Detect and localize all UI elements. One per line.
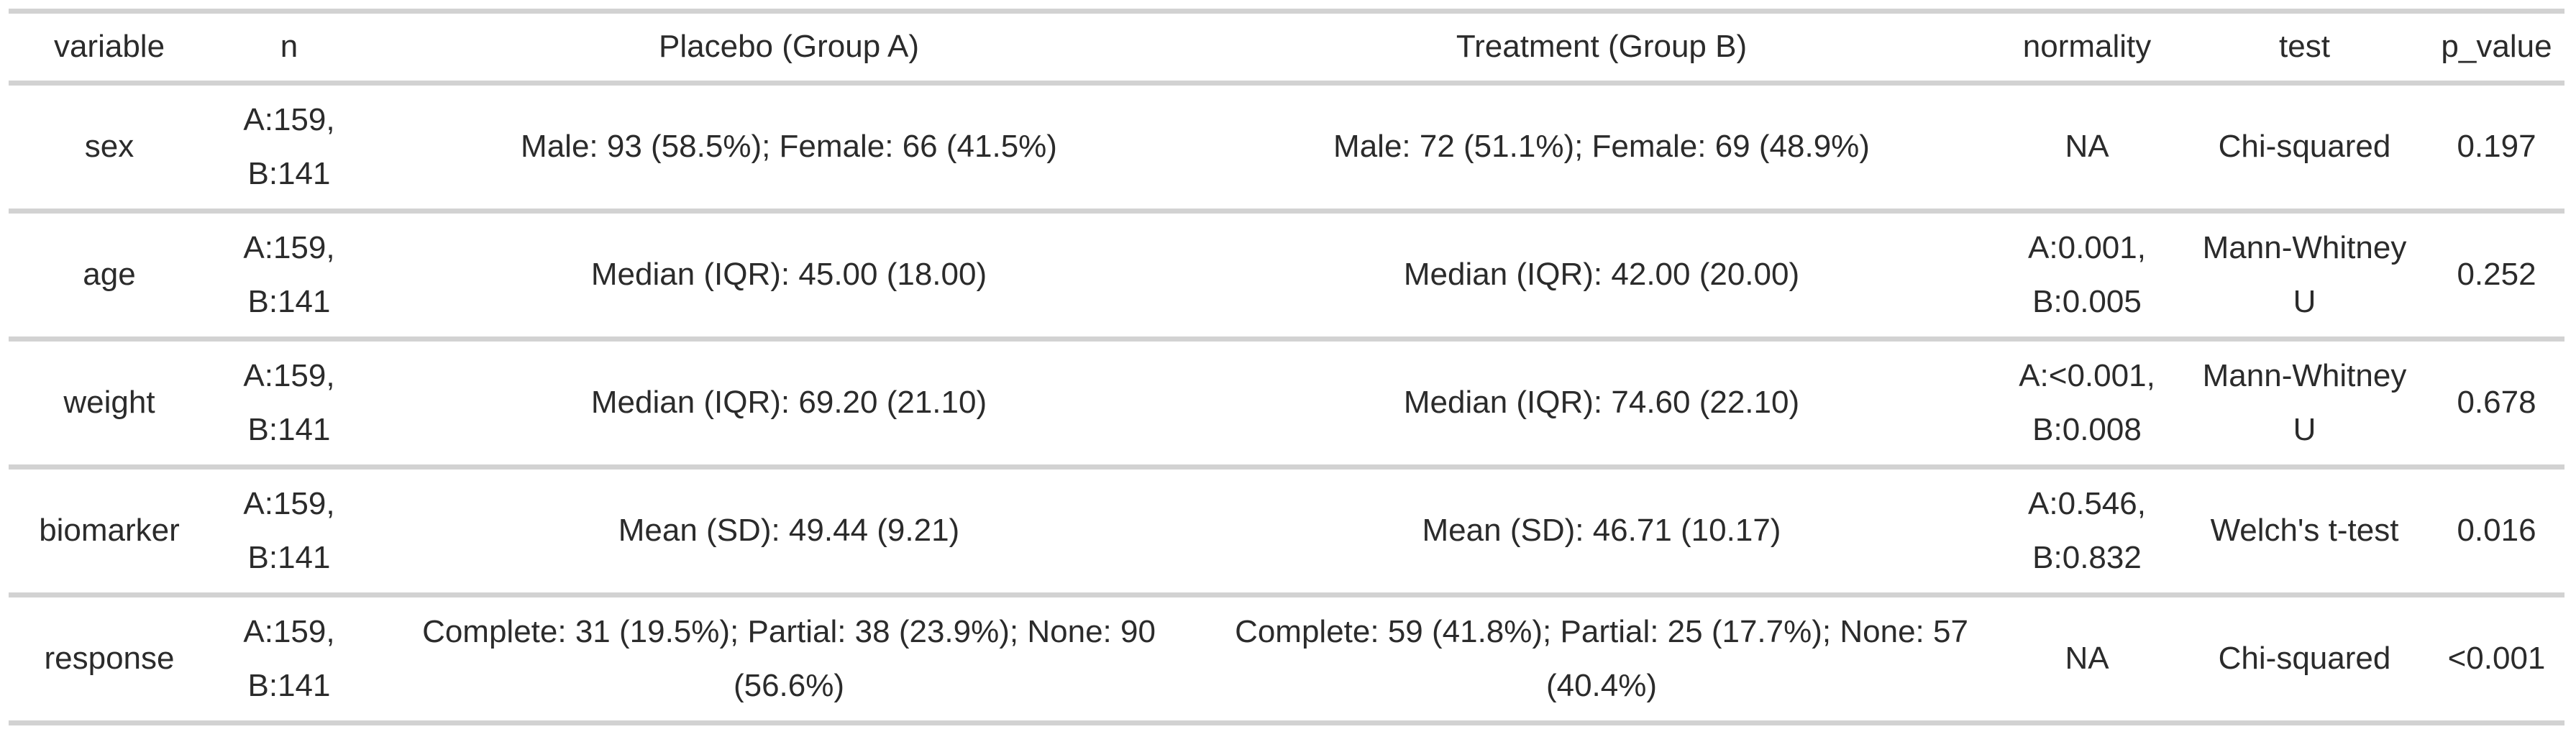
header-row: variable n Placebo (Group A) Treatment (… [9, 11, 2564, 86]
cell-normality: A:0.001, B:0.005 [1993, 211, 2180, 342]
cell-normality: NA [1993, 595, 2180, 725]
col-header-n: n [210, 11, 368, 86]
table-row-response: response A:159, B:141 Complete: 31 (19.5… [9, 595, 2564, 725]
cell-n: A:159, B:141 [210, 339, 368, 470]
cell-p-value: <0.001 [2429, 595, 2564, 725]
table-row-weight: weight A:159, B:141 Median (IQR): 69.20 … [9, 339, 2564, 470]
cell-treatment: Median (IQR): 42.00 (20.00) [1210, 211, 1993, 342]
cell-variable: response [9, 595, 210, 725]
cell-placebo: Complete: 31 (19.5%); Partial: 38 (23.9%… [368, 595, 1210, 725]
cell-treatment: Mean (SD): 46.71 (10.17) [1210, 467, 1993, 597]
cell-normality: NA [1993, 83, 2180, 214]
table-row-age: age A:159, B:141 Median (IQR): 45.00 (18… [9, 211, 2564, 342]
cell-test: Mann-Whitney U [2180, 211, 2429, 342]
cell-placebo: Median (IQR): 69.20 (21.10) [368, 339, 1210, 470]
col-header-treatment: Treatment (Group B) [1210, 11, 1993, 86]
col-header-p-value: p_value [2429, 11, 2564, 86]
cell-p-value: 0.016 [2429, 467, 2564, 597]
cell-n: A:159, B:141 [210, 467, 368, 597]
cell-variable: sex [9, 83, 210, 214]
cell-treatment: Male: 72 (51.1%); Female: 69 (48.9%) [1210, 83, 1993, 214]
cell-treatment: Median (IQR): 74.60 (22.10) [1210, 339, 1993, 470]
cell-variable: weight [9, 339, 210, 470]
table-row-biomarker: biomarker A:159, B:141 Mean (SD): 49.44 … [9, 467, 2564, 597]
cell-test: Chi-squared [2180, 595, 2429, 725]
cell-p-value: 0.252 [2429, 211, 2564, 342]
cell-n: A:159, B:141 [210, 595, 368, 725]
cell-placebo: Median (IQR): 45.00 (18.00) [368, 211, 1210, 342]
cell-p-value: 0.197 [2429, 83, 2564, 214]
col-header-test: test [2180, 11, 2429, 86]
group-comparison-summary-table: variable n Placebo (Group A) Treatment (… [9, 9, 2564, 725]
cell-test: Welch's t-test [2180, 467, 2429, 597]
cell-normality: A:<0.001, B:0.008 [1993, 339, 2180, 470]
cell-variable: age [9, 211, 210, 342]
cell-treatment: Complete: 59 (41.8%); Partial: 25 (17.7%… [1210, 595, 1993, 725]
cell-test: Chi-squared [2180, 83, 2429, 214]
col-header-normality: normality [1993, 11, 2180, 86]
cell-placebo: Mean (SD): 49.44 (9.21) [368, 467, 1210, 597]
cell-placebo: Male: 93 (58.5%); Female: 66 (41.5%) [368, 83, 1210, 214]
col-header-variable: variable [9, 11, 210, 86]
table-row-sex: sex A:159, B:141 Male: 93 (58.5%); Femal… [9, 83, 2564, 214]
cell-p-value: 0.678 [2429, 339, 2564, 470]
col-header-placebo: Placebo (Group A) [368, 11, 1210, 86]
cell-n: A:159, B:141 [210, 211, 368, 342]
cell-test: Mann-Whitney U [2180, 339, 2429, 470]
cell-variable: biomarker [9, 467, 210, 597]
cell-normality: A:0.546, B:0.832 [1993, 467, 2180, 597]
cell-n: A:159, B:141 [210, 83, 368, 214]
